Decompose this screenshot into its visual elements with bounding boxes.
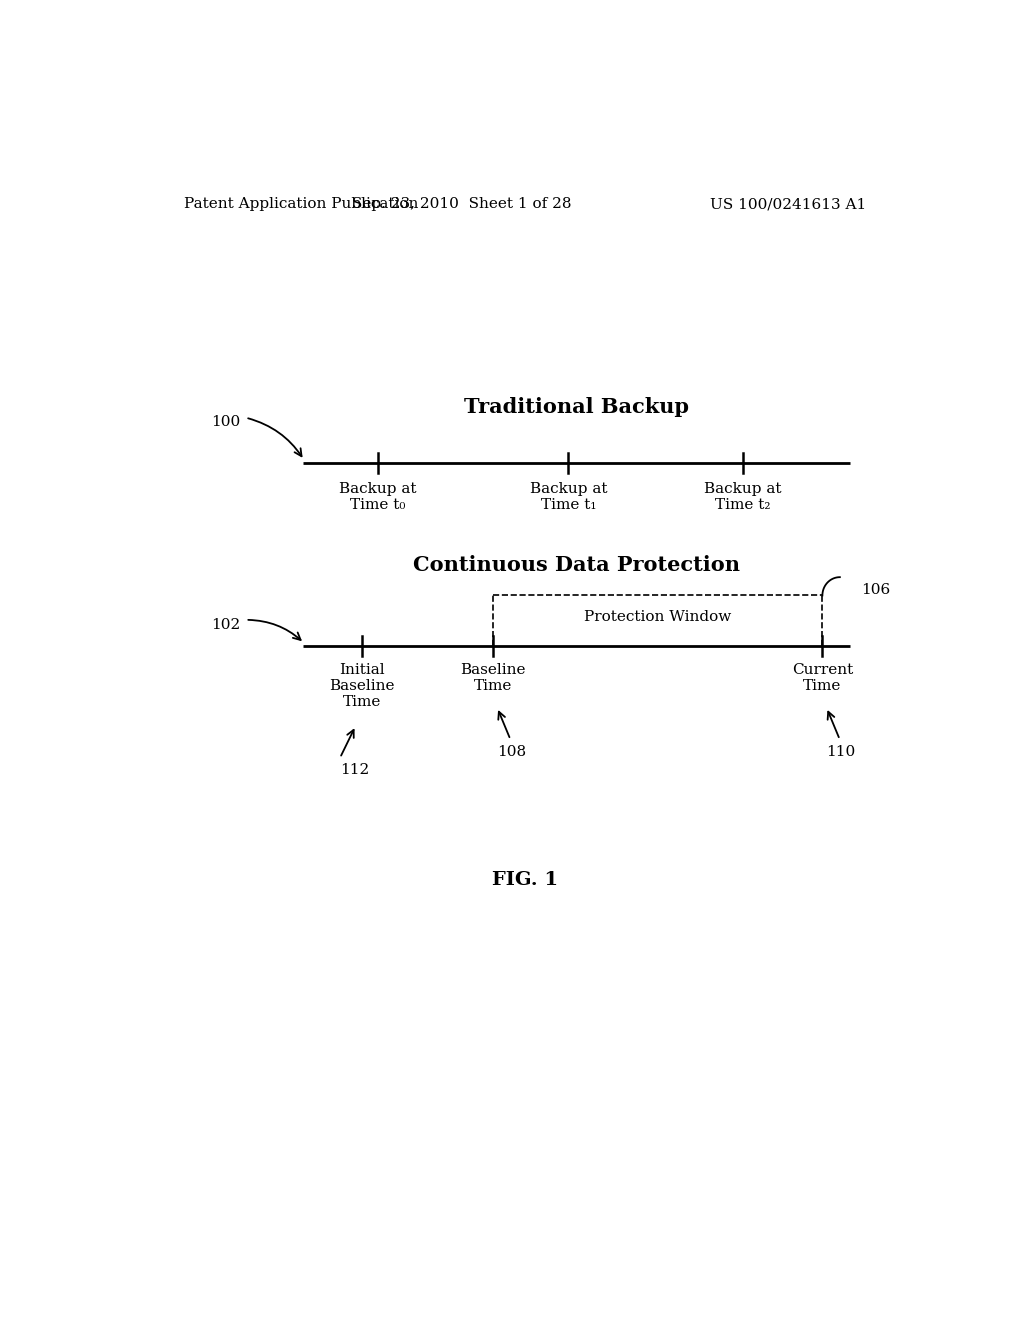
Text: 112: 112 [340, 763, 369, 777]
Text: 100: 100 [211, 414, 241, 429]
Text: FIG. 1: FIG. 1 [492, 871, 558, 890]
Text: US 100/0241613 A1: US 100/0241613 A1 [710, 197, 866, 211]
Text: 110: 110 [826, 744, 856, 759]
Text: Protection Window: Protection Window [584, 610, 731, 624]
Text: 106: 106 [861, 583, 891, 597]
Text: Current
Time: Current Time [792, 663, 853, 693]
Text: Patent Application Publication: Patent Application Publication [183, 197, 418, 211]
Text: Initial
Baseline
Time: Initial Baseline Time [330, 663, 395, 709]
Text: Backup at
Time t₀: Backup at Time t₀ [339, 482, 417, 512]
Text: Backup at
Time t₂: Backup at Time t₂ [705, 482, 781, 512]
Text: Traditional Backup: Traditional Backup [464, 397, 689, 417]
Text: 108: 108 [497, 744, 526, 759]
Text: Backup at
Time t₁: Backup at Time t₁ [529, 482, 607, 512]
Text: Sep. 23, 2010  Sheet 1 of 28: Sep. 23, 2010 Sheet 1 of 28 [351, 197, 571, 211]
Text: Continuous Data Protection: Continuous Data Protection [413, 554, 740, 576]
Text: Baseline
Time: Baseline Time [461, 663, 525, 693]
Text: 102: 102 [211, 618, 241, 632]
